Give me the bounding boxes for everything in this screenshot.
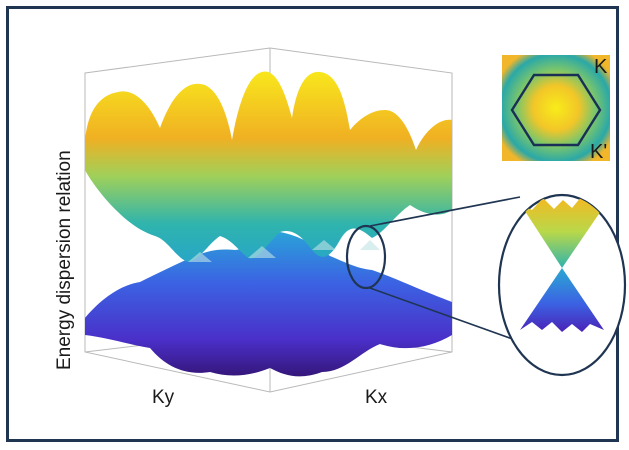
dirac-cone-points: [188, 240, 380, 262]
zoom-source-circle: [345, 224, 387, 290]
lower-band-surface: [85, 232, 452, 377]
dirac-cone-zoom: [497, 193, 627, 377]
brillouin-zone-inset: K K': [502, 55, 610, 163]
x-axis-label-kx: Kx: [365, 387, 388, 408]
x-axis-label-ky: Ky: [152, 387, 175, 408]
zoom-upper-cone: [521, 196, 605, 268]
upper-band-surface: [85, 71, 452, 262]
k-point-label: K: [594, 56, 608, 78]
inset-heatmap: [502, 55, 610, 161]
hexagon-outline: [510, 73, 602, 147]
k-prime-point-label: K': [590, 141, 607, 163]
zoom-connector-lines: [369, 196, 533, 347]
zoom-lower-cone: [520, 268, 604, 332]
y-axis-title: Energy dispersion relation: [54, 150, 75, 370]
